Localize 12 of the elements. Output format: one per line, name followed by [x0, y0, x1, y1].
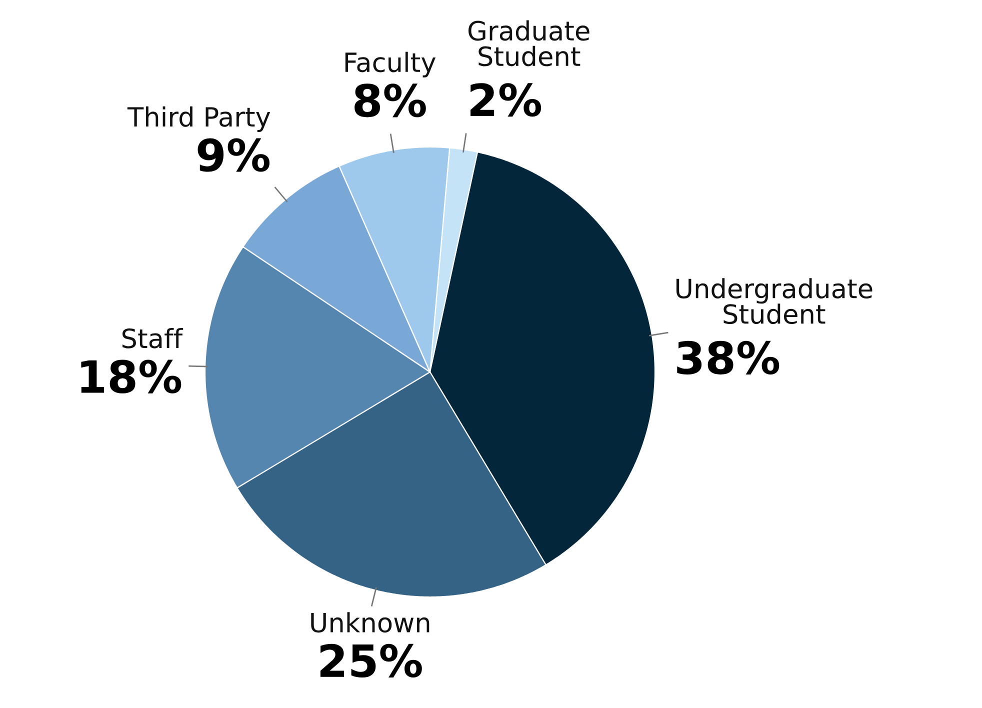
data-label: 2%: [470, 83, 542, 117]
slice-label: Graduate Student: [468, 20, 590, 66]
slice-label: Staff: [122, 328, 184, 348]
data-label: 18%: [81, 360, 182, 394]
data-label: 8%: [354, 84, 426, 118]
slice-label: Faculty: [345, 52, 436, 78]
slice-label: Undergraduate Student: [676, 278, 872, 324]
data-label: 9%: [198, 138, 270, 172]
data-label: 25%: [320, 644, 422, 678]
data-label: 38%: [677, 340, 780, 374]
slice-label: Third Party: [127, 106, 270, 132]
slice-label: Unknown: [311, 612, 430, 633]
